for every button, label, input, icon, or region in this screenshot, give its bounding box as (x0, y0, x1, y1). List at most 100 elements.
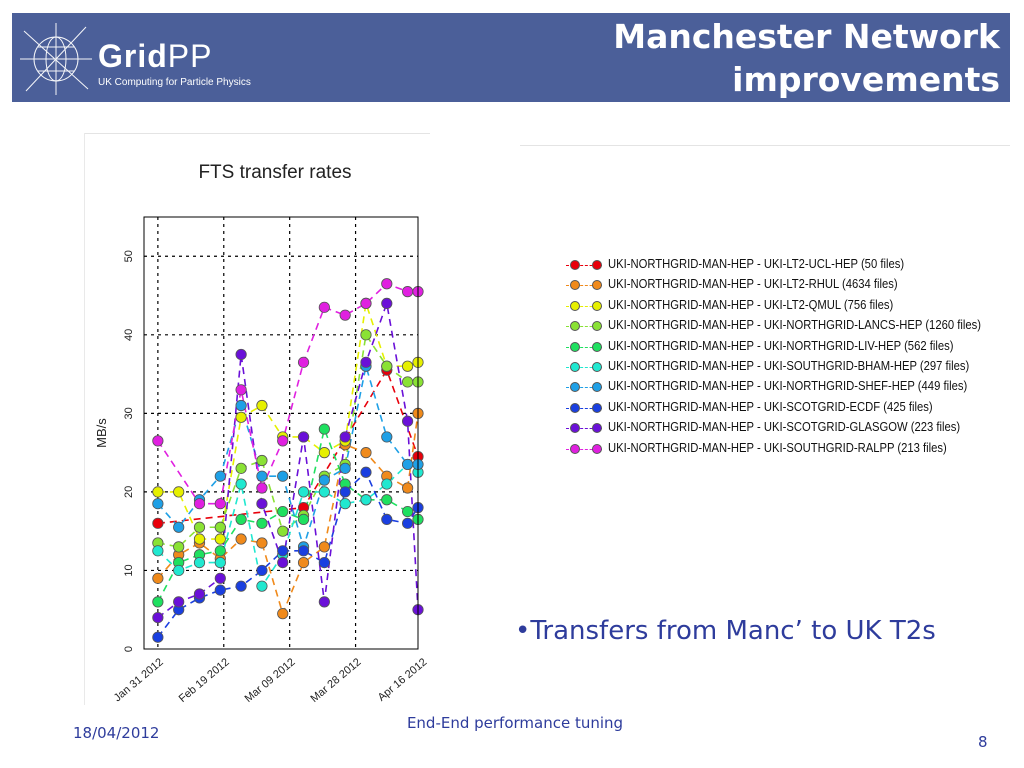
legend-marker-icon (570, 341, 580, 352)
grid-globe-icon (20, 23, 92, 95)
y-tick-label: 30 (123, 407, 135, 419)
legend-label: UKI-NORTHGRID-MAN-HEP - UKI-SOUTHGRID-BH… (608, 358, 970, 373)
x-tick-label: Apr 16 2012 (376, 656, 430, 704)
series-line-0 (157, 368, 419, 525)
legend-marker-icon (592, 280, 602, 291)
data-point (193, 588, 206, 600)
x-tick-label: Jan 31 2012 (112, 656, 166, 704)
data-point (235, 399, 247, 412)
legend-label: UKI-NORTHGRID-MAN-HEP - UKI-NORTHGRID-LI… (608, 338, 954, 353)
data-point (256, 399, 268, 412)
chart-series-lines (157, 282, 419, 638)
data-point (214, 545, 226, 557)
data-point (152, 545, 164, 557)
legend-line-swatch (566, 326, 602, 328)
legend-entry: UKI-NORTHGRID-MAN-HEP - UKI-LT2-QMUL (75… (566, 296, 996, 316)
data-point (152, 631, 164, 643)
legend-marker-icon (570, 402, 580, 413)
data-point (214, 498, 226, 510)
data-point (401, 360, 414, 372)
chart-series-points (152, 278, 424, 643)
legend-entry: UKI-NORTHGRID-MAN-HEP - UKI-SCOTGRID-GLA… (566, 418, 996, 438)
data-point (297, 545, 310, 557)
data-point (277, 505, 289, 518)
legend-marker-icon (570, 361, 580, 372)
data-point (152, 517, 164, 529)
data-point (235, 580, 247, 592)
data-point (318, 301, 330, 313)
legend-line-swatch (566, 448, 602, 450)
legend-line-swatch (566, 407, 602, 409)
data-point (339, 498, 351, 510)
legend-label: UKI-NORTHGRID-MAN-HEP - UKI-NORTHGRID-SH… (608, 379, 968, 394)
data-point (235, 348, 247, 361)
legend-entry: UKI-NORTHGRID-MAN-HEP - UKI-SOUTHGRID-BH… (566, 357, 996, 377)
legend-line-swatch (566, 346, 602, 348)
chart-legend: UKI-NORTHGRID-MAN-HEP - UKI-LT2-UCL-HEP … (566, 255, 996, 459)
legend-marker-icon (592, 423, 602, 434)
data-point (235, 384, 247, 396)
data-point (193, 533, 206, 545)
data-point (381, 431, 393, 443)
data-point (235, 478, 247, 490)
legend-line-swatch (566, 428, 602, 430)
series-line-9 (157, 282, 418, 505)
data-point (297, 513, 310, 525)
data-point (381, 494, 393, 506)
legend-marker-icon (570, 382, 580, 393)
data-point (235, 533, 247, 545)
data-point (297, 556, 310, 569)
data-point (256, 482, 268, 494)
gridpp-logo: GridPP UK Computing for Particle Physics (20, 19, 280, 97)
legend-marker-icon (592, 300, 602, 311)
data-point (277, 608, 289, 620)
slide-title: Manchester Network improvements (400, 15, 1000, 101)
legend-marker-icon (592, 443, 602, 454)
data-point (339, 462, 351, 474)
legend-label: UKI-NORTHGRID-MAN-HEP - UKI-SCOTGRID-ECD… (608, 399, 933, 414)
data-point (256, 454, 268, 467)
data-point (401, 458, 414, 471)
legend-label: UKI-NORTHGRID-MAN-HEP - UKI-LT2-UCL-HEP … (608, 257, 905, 271)
data-point (173, 486, 185, 498)
legend-marker-icon (592, 341, 602, 352)
y-tick-label: 50 (123, 250, 135, 262)
series-line-6 (157, 366, 418, 550)
data-point (381, 360, 393, 372)
data-point (235, 411, 247, 423)
x-tick-label: Mar 28 2012 (308, 656, 363, 705)
data-point (152, 498, 164, 510)
legend-line-swatch (566, 285, 602, 287)
series-line-4 (157, 426, 419, 603)
data-point (256, 580, 268, 592)
legend-label: UKI-NORTHGRID-MAN-HEP - UKI-NORTHGRID-LA… (608, 318, 981, 333)
data-point (152, 572, 164, 584)
legend-entry: UKI-NORTHGRID-MAN-HEP - UKI-NORTHGRID-SH… (566, 377, 996, 397)
y-tick-label: 10 (123, 564, 135, 576)
legend-entry: UKI-NORTHGRID-MAN-HEP - UKI-SCOTGRID-ECD… (566, 398, 996, 418)
legend-line-swatch (566, 265, 602, 266)
data-point (152, 611, 164, 624)
data-point (401, 505, 414, 518)
data-point (318, 474, 330, 486)
data-point (360, 447, 372, 459)
data-point (214, 556, 226, 569)
data-point (297, 431, 310, 443)
data-point (401, 286, 414, 298)
data-point (214, 572, 226, 584)
y-tick-label: 20 (123, 486, 135, 498)
data-point (360, 494, 372, 506)
footer-date: 18/04/2012 (73, 724, 160, 742)
data-point (173, 596, 185, 608)
legend-label: UKI-NORTHGRID-MAN-HEP - UKI-LT2-QMUL (75… (608, 297, 894, 312)
legend-line-swatch (566, 366, 602, 368)
data-point (235, 462, 247, 474)
data-point (318, 486, 330, 498)
chart-title: FTS transfer rates (198, 162, 351, 183)
data-point (214, 584, 226, 596)
legend-marker-icon (570, 300, 580, 311)
data-point (256, 517, 268, 529)
data-point (277, 435, 289, 447)
data-point (360, 356, 372, 368)
legend-entry: UKI-NORTHGRID-MAN-HEP - UKI-NORTHGRID-LA… (566, 316, 996, 336)
